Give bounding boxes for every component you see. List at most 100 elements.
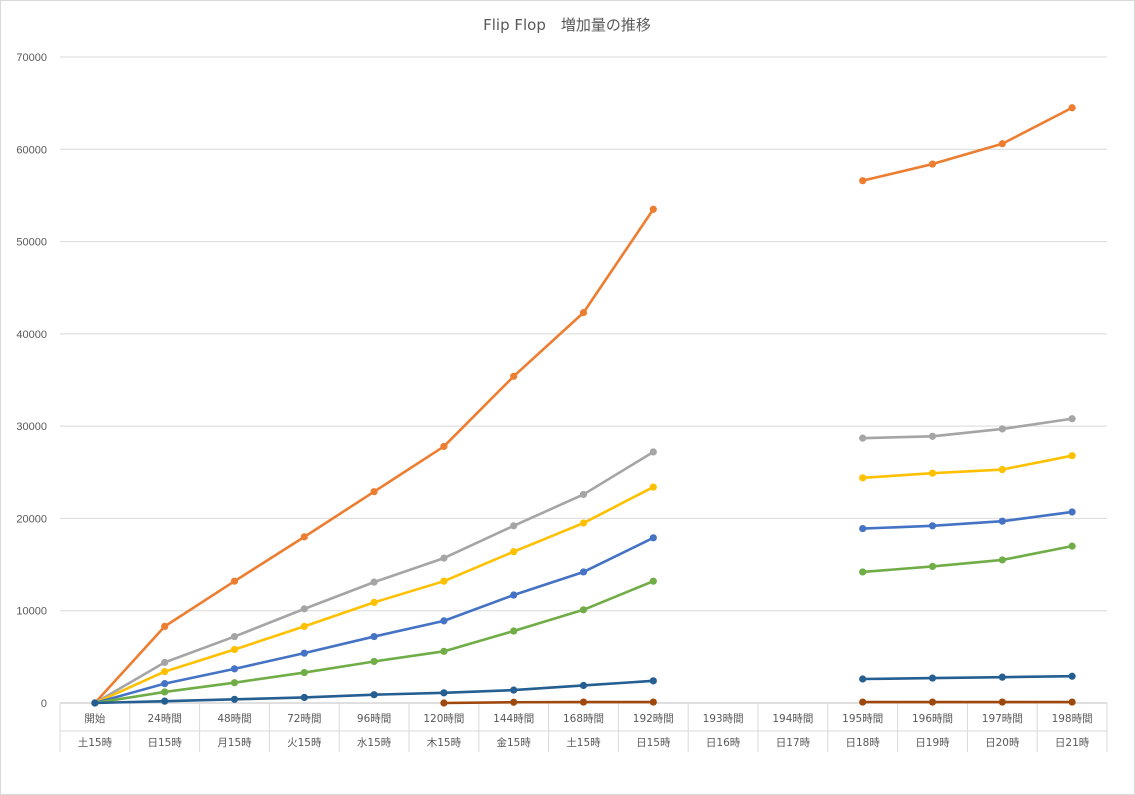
series-3-point	[300, 622, 308, 631]
series-5-point	[370, 657, 378, 666]
series-1-point	[230, 577, 239, 585]
series-2-point	[300, 605, 308, 613]
series-7-point	[1068, 698, 1076, 706]
y-axis: 0 10000 20000 30000 40000 50000 60000 70000	[16, 52, 47, 710]
x-tick-label-hours: 72時間	[287, 713, 321, 725]
series-6-point	[510, 686, 518, 694]
x-tick-label-hours: 197時間	[982, 713, 1023, 725]
series-5-point	[998, 556, 1006, 564]
x-tick-label-hours: 168時間	[563, 713, 604, 725]
series-1-point	[928, 160, 937, 168]
x-tick-label-hours: 196時間	[912, 713, 953, 725]
series-5-point	[230, 679, 239, 687]
series-4-line	[93, 536, 655, 705]
series-4-point	[300, 649, 308, 657]
series-2-point	[1068, 415, 1076, 423]
series-6-point	[859, 675, 867, 683]
gridlines	[60, 56, 1107, 612]
series-3-point	[230, 645, 239, 654]
series-3-line	[93, 485, 655, 705]
series-6-point	[91, 699, 99, 707]
series-3-point	[510, 548, 518, 556]
series-2-point	[928, 432, 937, 440]
x-tick-label-day: 水15時	[357, 737, 392, 749]
x-tick-label-day: 日21時	[1055, 737, 1090, 749]
y-tick-label: 40000	[16, 329, 47, 341]
series-5-line	[861, 544, 1074, 574]
series-5-point	[859, 568, 867, 576]
series-7-point	[579, 698, 588, 706]
series-1-line	[861, 106, 1074, 182]
x-tick-label-hours: 193時間	[703, 713, 744, 725]
series-4-point	[928, 522, 937, 530]
series-6-point	[161, 697, 169, 705]
series-1-line	[93, 207, 655, 705]
series-5-point	[579, 606, 588, 614]
x-tick-label-day: 土15時	[566, 736, 601, 749]
series-4-point	[649, 534, 657, 542]
series-5-point	[161, 688, 169, 696]
y-tick-label: 10000	[16, 606, 47, 618]
series-6-point	[370, 691, 378, 699]
series-7-point	[859, 698, 867, 706]
series-2-point	[161, 658, 169, 666]
x-tick-label-hours: 194時間	[772, 713, 813, 725]
series-4-point	[440, 617, 448, 625]
series-6-point	[928, 674, 937, 682]
series-1-point	[440, 442, 448, 451]
x-tick-label-day: 木15時	[427, 737, 462, 749]
series-7-point	[510, 698, 518, 706]
y-tick-label: 50000	[16, 237, 47, 249]
series-1-point	[300, 533, 308, 541]
x-tick-label-day: 日16時	[706, 737, 741, 749]
series-2-point	[649, 448, 657, 456]
x-tick-label-day: 土15時	[78, 736, 113, 749]
y-tick-label: 60000	[16, 144, 47, 156]
series-7-point	[928, 698, 937, 706]
series-1-point	[998, 140, 1006, 148]
series-3-point	[649, 483, 657, 491]
series-4-point	[579, 568, 588, 576]
x-tick-label-hours: 開始	[84, 712, 105, 725]
series-4-point	[859, 524, 867, 533]
series-1-point	[579, 309, 588, 317]
series-3-point	[161, 668, 169, 676]
series-7	[440, 698, 1076, 707]
series-4-line	[861, 510, 1074, 530]
x-tick-label-day: 金15時	[497, 736, 532, 749]
series-3	[91, 452, 1076, 707]
series-7-point	[649, 698, 657, 706]
series-5-point	[1068, 542, 1076, 550]
x-tick-label-day: 日17時	[776, 737, 811, 749]
series-4-point	[1068, 508, 1076, 516]
x-tick-label-hours: 144時間	[493, 713, 534, 725]
series-2-point	[510, 522, 518, 530]
series-3-point	[998, 465, 1006, 474]
series-2	[91, 415, 1076, 707]
series-4-point	[998, 517, 1006, 525]
x-tick-label-hours: 192時間	[633, 713, 674, 725]
x-tick-label-day: 月15時	[217, 737, 252, 749]
series-1-point	[649, 205, 657, 213]
series-4-point	[230, 665, 239, 673]
series-7-point	[440, 699, 448, 707]
x-tick-label-day: 日15時	[636, 737, 671, 749]
series-3-point	[440, 577, 448, 585]
series-1-point	[859, 177, 867, 185]
x-tick-label-day: 日19時	[915, 737, 950, 749]
series-6	[91, 672, 1076, 707]
series-4-point	[510, 591, 518, 599]
x-tick-label-hours: 24時間	[148, 713, 182, 725]
series-6-point	[230, 695, 239, 703]
series-6-point	[579, 681, 588, 690]
x-tick-label-day: 火15時	[287, 737, 322, 749]
series-1	[91, 104, 1076, 707]
series-2-point	[998, 425, 1006, 433]
x-tick-label-hours: 195時間	[842, 713, 883, 725]
series-5-point	[649, 577, 657, 585]
series-3-point	[370, 598, 378, 607]
series-3-point	[579, 519, 588, 527]
series-1-point	[1068, 104, 1076, 112]
series-2-point	[859, 434, 867, 442]
